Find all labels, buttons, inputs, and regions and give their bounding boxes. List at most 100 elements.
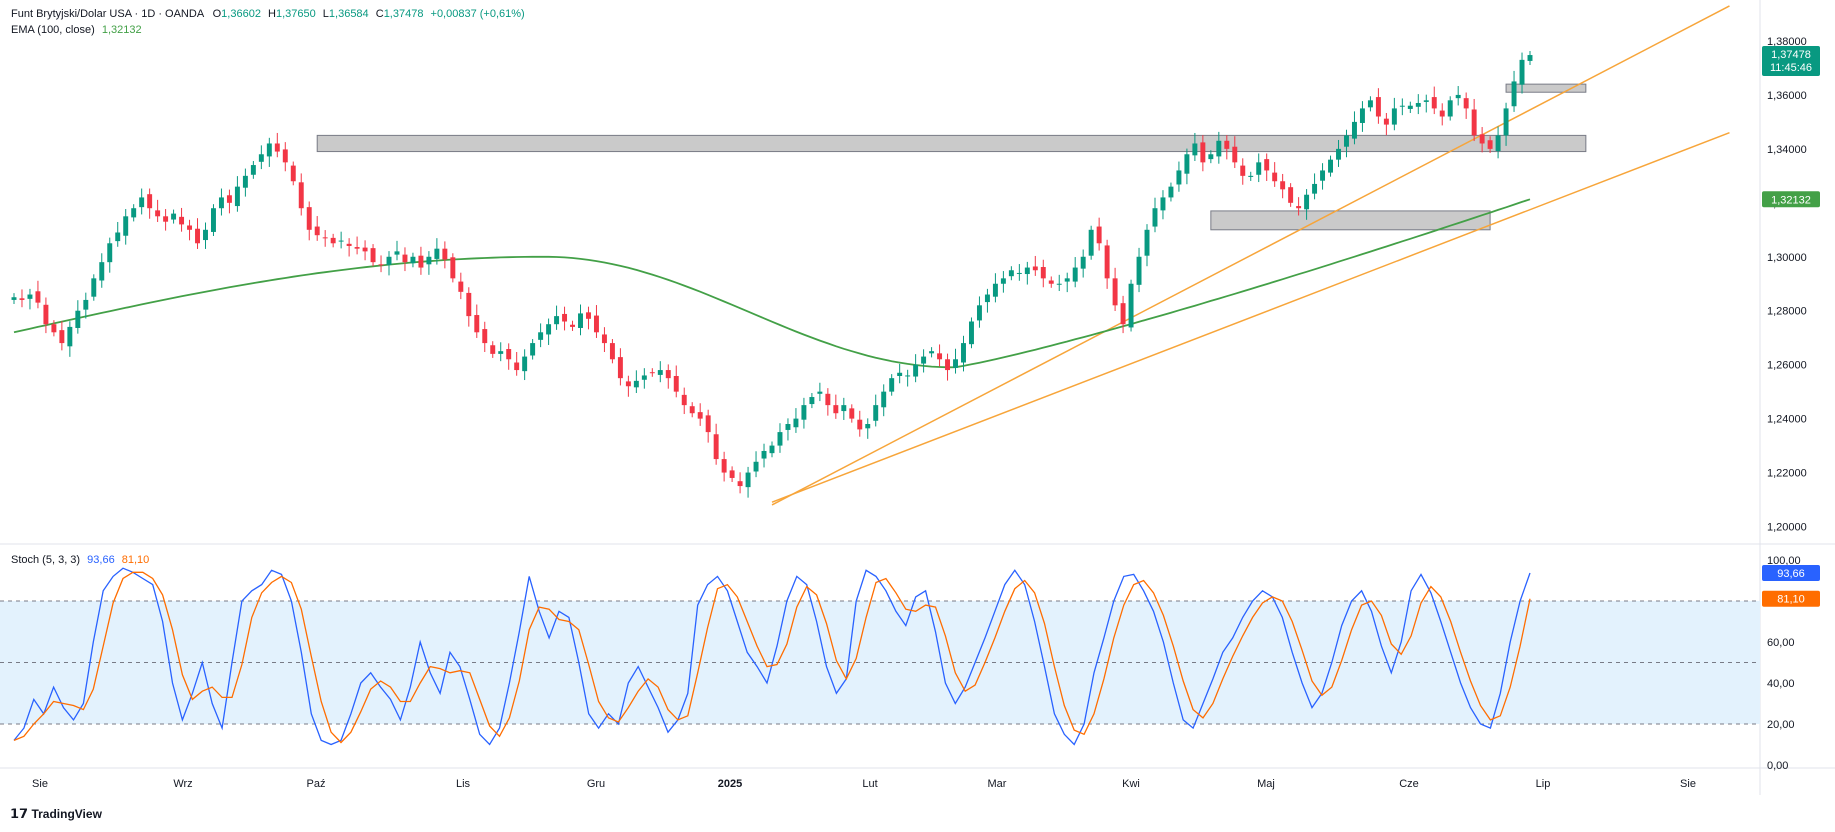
candle-body [1312,183,1318,194]
candle-body [554,316,560,325]
candle-body [75,310,81,328]
ema-price-tag [1762,191,1820,208]
candle-body [1032,266,1038,271]
candle-body [378,264,384,266]
candle-body [546,324,552,335]
time-tick-label: Sie [32,778,48,790]
ema-legend[interactable]: EMA (100, close) 1,32132 [11,24,142,36]
candle-body [1160,197,1166,211]
candle-body [1288,187,1294,203]
candle-body [498,351,504,354]
candle-body [1439,110,1445,117]
candle-body [1455,94,1461,99]
tradingview-logo[interactable]: 𝟭𝟳 TradingView [10,806,102,822]
candle-body [929,351,935,354]
candle-body [657,370,663,375]
candle-body [593,315,599,333]
stoch-legend[interactable]: Stoch (5, 3, 3) 93,66 81,10 [11,554,149,566]
candle-body [1280,181,1286,190]
candle-body [115,232,121,242]
candle-body [370,248,376,263]
candle-body [1120,303,1126,325]
candle-body [1487,140,1493,149]
candle-body [1511,81,1517,107]
candle-body [1232,146,1238,163]
candle-body [641,375,647,380]
candle-body [43,304,49,325]
candle-body [1064,278,1070,282]
candle-body [745,472,751,488]
candle-body [570,324,575,327]
last-price-tag [1762,46,1820,77]
candle-body [1048,280,1054,284]
candle-body [992,283,998,297]
candle-body [1463,98,1469,109]
candle-body [881,391,887,408]
candle-body [681,394,687,406]
candle-body [737,481,743,487]
brand-name: TradingView [31,807,102,821]
candle-body [203,229,208,241]
candle-body [649,372,655,374]
candle-body [562,313,568,322]
candle-body [314,226,320,236]
candle-body [1431,97,1437,109]
candle-body [1080,256,1086,269]
open-label: O [212,8,222,20]
candle-body [131,208,137,218]
time-tick-label: Wrz [173,778,192,790]
candle-body [1240,165,1246,176]
candle-body [809,397,815,405]
candle-body [961,343,966,363]
candle-body [1040,267,1046,279]
candle-body [713,434,719,460]
candle-body [1184,154,1190,174]
symbol-legend[interactable]: Funt Brytyjski/Dolar USA · 1D · OANDA O1… [11,8,525,20]
candle-body [514,362,520,371]
price-tick-label: 1,20000 [1767,522,1807,534]
stoch-k-line [13,567,1531,746]
candle-body [19,298,25,300]
candle-body [506,349,512,360]
candle-body [1399,105,1405,107]
candle-body [1495,135,1501,152]
candle-body [418,255,424,268]
candle-body [1447,100,1453,117]
candle-body [290,165,296,182]
candle-body [458,281,464,292]
candle-body [91,278,97,297]
candle-body [1200,142,1206,163]
candle-body [1479,134,1485,144]
candle-body [354,247,360,249]
candle-body [11,297,17,300]
candle-body [889,378,895,392]
candle-body [1320,170,1326,181]
candle-body [1423,100,1429,102]
candle-body [155,210,161,217]
low-value: 1,36584 [328,8,369,20]
close-label: C [375,8,384,20]
candle-body [1016,272,1022,274]
candle-body [721,459,727,473]
candle-body [1208,154,1214,160]
candle-body [969,321,974,345]
candle-body [793,418,799,428]
candle-body [163,216,169,222]
candle-body [617,357,623,379]
candle-body [1527,55,1533,61]
candle-body [346,243,352,246]
candle-body [1328,159,1333,173]
zone-rect [1505,83,1587,93]
candle-body [945,359,951,371]
candle-body [1112,278,1118,306]
candle-body [625,381,631,387]
candle-body [330,237,336,244]
candle-body [282,149,288,163]
time-tick-label: Gru [587,778,605,790]
logo-icon: 𝟭𝟳 [10,806,29,821]
candle-body [139,197,145,208]
candle-body [1351,121,1357,139]
candle-body [1224,140,1230,149]
